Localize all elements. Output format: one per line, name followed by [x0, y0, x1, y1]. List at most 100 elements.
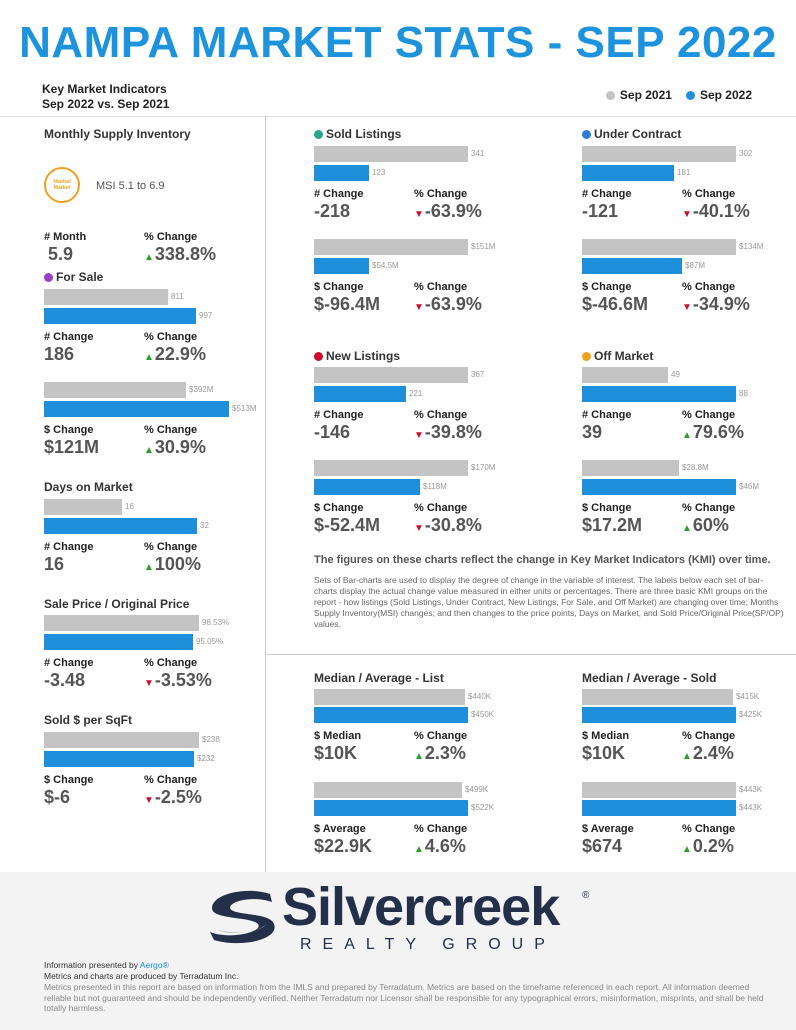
- mal-title-text: Median / Average - List: [314, 671, 444, 685]
- for-sale-volume-value2: ▲30.9%: [144, 437, 206, 458]
- spop-ratio-bar-2021: [44, 615, 199, 631]
- uc-count-value2-text: -40.1%: [692, 201, 750, 221]
- om-title: Off Market: [582, 349, 653, 363]
- for-sale-count-value1: 186: [44, 344, 75, 364]
- mas-title-text: Median / Average - Sold: [582, 671, 717, 685]
- nl-volume-value2: ▼-30.8%: [414, 515, 482, 536]
- up-arrow-icon: ▲: [144, 562, 154, 573]
- msi-change-label: % Change: [144, 231, 198, 243]
- mas-average-value2-text: 0.2%: [692, 836, 734, 856]
- for-sale-volume-bar-2022-label: $513M: [232, 404, 257, 413]
- for-sale-count-bar-2021-label: 811: [171, 292, 184, 301]
- uc-count-bar-2022-label: 181: [677, 168, 691, 177]
- section-divider: [266, 654, 796, 655]
- sold-volume-label2: % Change: [414, 281, 468, 293]
- sold-volume-bar-2022: [314, 258, 369, 274]
- om-dot-icon: [582, 351, 591, 361]
- down-arrow-icon: ▼: [414, 209, 424, 220]
- spop-ratio-value2: ▼-3.53%: [144, 670, 212, 691]
- sold-count-bar-2022-label: 123: [372, 168, 386, 177]
- spop-ratio-label2: % Change: [144, 657, 198, 669]
- sqft-price-label1: $ Change: [44, 774, 94, 786]
- mas-average-value1: $674: [582, 836, 623, 856]
- msi-change-text: 338.8%: [154, 244, 216, 264]
- om-volume-bar-2021-label: $28.8M: [682, 463, 709, 472]
- sqft-price-value1: $-6: [44, 787, 71, 807]
- mas-average-label1: $ Average: [582, 823, 634, 835]
- mal-average-bar-2022-label: $522K: [471, 803, 495, 812]
- uc-volume-bar-2022: [582, 258, 682, 274]
- sqft-price-bar-2021-label: $238: [202, 735, 220, 744]
- om-volume-bar-2021: [582, 460, 679, 476]
- down-arrow-icon: ▼: [414, 302, 424, 313]
- spop-ratio-bar-2021-label: 98.53%: [202, 618, 230, 627]
- sold-count-bar-2021: [314, 146, 468, 162]
- legend-dot-2021: [605, 90, 615, 100]
- mas-median-bar-2022: [582, 707, 736, 723]
- msi-change-value: ▲338.8%: [144, 244, 216, 265]
- for-sale-count-bar-2021: [44, 289, 168, 305]
- mas-median-label1: $ Median: [582, 730, 630, 742]
- mas-median-label2: % Change: [682, 730, 736, 742]
- for-sale-volume-bar-2021-label: $392M: [189, 385, 214, 394]
- nl-volume-bar-2022-label: $118M: [423, 482, 447, 491]
- om-volume-label2: % Change: [682, 502, 736, 514]
- sqft-price-label2: % Change: [144, 774, 198, 786]
- om-count-label2: % Change: [682, 409, 736, 421]
- mas-median-value2: ▲2.4%: [682, 743, 734, 764]
- dom-count-label1: # Change: [44, 541, 94, 553]
- om-volume-value2-text: 60%: [692, 515, 729, 535]
- mal-median-label2: % Change: [414, 730, 468, 742]
- mal-median-bar-2021-label: $440K: [468, 692, 492, 701]
- silvercreek-logo-icon: [210, 890, 275, 944]
- up-arrow-icon: ▲: [144, 352, 154, 363]
- mas-average-bar-2022: [582, 800, 736, 816]
- kmi-line2: Sep 2022 vs. Sep 2021: [42, 97, 170, 111]
- up-arrow-icon: ▲: [682, 751, 692, 762]
- aergo-link[interactable]: Aergo®: [139, 960, 169, 970]
- sold-count-bar-2021-label: 341: [471, 149, 485, 158]
- sqft-price-value2: ▼-2.5%: [144, 787, 202, 808]
- nl-count-label2: % Change: [414, 409, 468, 421]
- nl-volume-label1: $ Change: [314, 502, 364, 514]
- uc-volume-bar-2022-label: $87M: [685, 261, 706, 270]
- om-count-bar-2021: [582, 367, 668, 383]
- mas-average-label2: % Change: [682, 823, 736, 835]
- nl-count-bar-2021-label: 367: [471, 370, 485, 379]
- sold-volume-value2: ▼-63.9%: [414, 294, 482, 315]
- sold-volume-label1: $ Change: [314, 281, 364, 293]
- uc-volume-label1: $ Change: [582, 281, 632, 293]
- om-count-bar-2021-label: 49: [671, 370, 680, 379]
- for-sale-title-text: For Sale: [56, 270, 104, 284]
- sold-count-label2: % Change: [414, 188, 468, 200]
- legend: Sep 2021 Sep 2022: [605, 88, 752, 102]
- for-sale-volume-value1: $121M: [44, 437, 100, 457]
- spop-ratio-bar-2022: [44, 634, 193, 650]
- uc-volume-bar-2021-label: $134M: [739, 242, 764, 251]
- uc-count-bar-2021-label: 302: [739, 149, 753, 158]
- legend-item-2021: Sep 2021: [605, 88, 672, 102]
- page-title: NAMPA MARKET STATS - SEP 2022: [19, 18, 777, 67]
- for-sale-volume-bar-2021: [44, 382, 186, 398]
- for-sale-volume-bar-2022: [44, 401, 229, 417]
- dom-count-bar-2022: [44, 518, 197, 534]
- om-volume-label1: $ Change: [582, 502, 632, 514]
- mal-average-bar-2021-label: $499K: [465, 785, 489, 794]
- down-arrow-icon: ▼: [682, 209, 692, 220]
- up-arrow-icon: ▲: [414, 751, 424, 762]
- nl-count-value2: ▼-39.8%: [414, 422, 482, 443]
- om-count-label1: # Change: [582, 409, 632, 421]
- down-arrow-icon: ▼: [414, 523, 424, 534]
- om-volume-bar-2022-label: $46M: [739, 482, 760, 491]
- sold-volume-bar-2022-label: $54.5M: [372, 261, 399, 270]
- spop-title: Sale Price / Original Price: [44, 597, 189, 611]
- msi-title: Monthly Supply Inventory: [44, 127, 191, 141]
- spop-ratio-value2-text: -3.53%: [154, 670, 212, 690]
- for-sale-count-value2-text: 22.9%: [154, 344, 206, 364]
- logo-registered: ®: [582, 890, 590, 901]
- mas-median-value2-text: 2.4%: [692, 743, 734, 763]
- uc-dot-icon: [582, 129, 591, 139]
- legend-label-2021: Sep 2021: [619, 88, 672, 102]
- mas-median-bar-2021-label: $415K: [736, 692, 760, 701]
- sold-volume-value1: $-96.4M: [314, 294, 381, 314]
